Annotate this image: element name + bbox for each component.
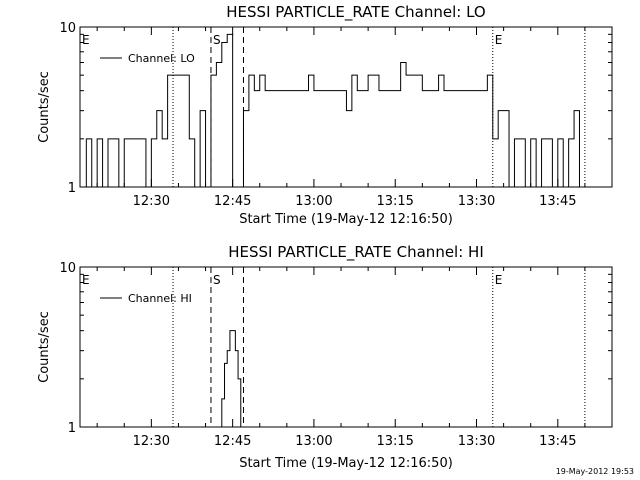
x-tick-label: 13:45 <box>539 434 576 449</box>
legend-label: Channel: HI <box>128 292 192 305</box>
plot-frame <box>79 266 613 428</box>
x-tick-label: 13:45 <box>539 194 576 209</box>
y-tick-label: 10 <box>59 261 76 276</box>
event-marker-label: S <box>213 273 221 287</box>
plot-frame <box>79 26 613 188</box>
x-tick-label: 12:45 <box>214 194 251 209</box>
y-tick-label: 10 <box>59 21 76 36</box>
series-line <box>216 330 244 427</box>
x-tick-label: 13:00 <box>295 434 332 449</box>
y-axis-label: Counts/sec <box>37 311 52 383</box>
footer-timestamp: 19-May-2012 19:53 <box>556 467 634 476</box>
x-axis-label: Start Time (19-May-12 12:16:50) <box>239 212 453 227</box>
y-tick-label: 1 <box>68 181 76 196</box>
event-marker-label: E <box>82 33 90 47</box>
x-axis-label: Start Time (19-May-12 12:16:50) <box>239 456 453 471</box>
y-tick-label: 1 <box>68 421 76 436</box>
x-tick-label: 13:30 <box>458 194 495 209</box>
x-tick-label: 12:45 <box>214 434 251 449</box>
event-marker-label: E <box>495 33 503 47</box>
event-marker-label: E <box>82 273 90 287</box>
x-tick-label: 12:30 <box>133 434 170 449</box>
panel-hi: HESSI PARTICLE_RATE Channel: HI 12:30 12:4… <box>37 243 613 471</box>
x-tick-label: 13:15 <box>376 434 413 449</box>
event-marker-label: S <box>213 33 221 47</box>
chart-title: HESSI PARTICLE_RATE Channel: HI <box>228 243 484 262</box>
x-tick-label: 12:30 <box>133 194 170 209</box>
series-line <box>80 33 580 187</box>
legend-label: Channel: LO <box>128 52 195 65</box>
x-tick-label: 13:15 <box>376 194 413 209</box>
panel-lo: HESSI PARTICLE_RATE Channel: LO 12:30 12:4… <box>37 3 613 227</box>
chart-title: HESSI PARTICLE_RATE Channel: LO <box>226 3 485 22</box>
x-tick-label: 13:30 <box>458 434 495 449</box>
y-axis-label: Counts/sec <box>37 71 52 143</box>
event-marker-label: E <box>495 273 503 287</box>
x-tick-label: 13:00 <box>295 194 332 209</box>
